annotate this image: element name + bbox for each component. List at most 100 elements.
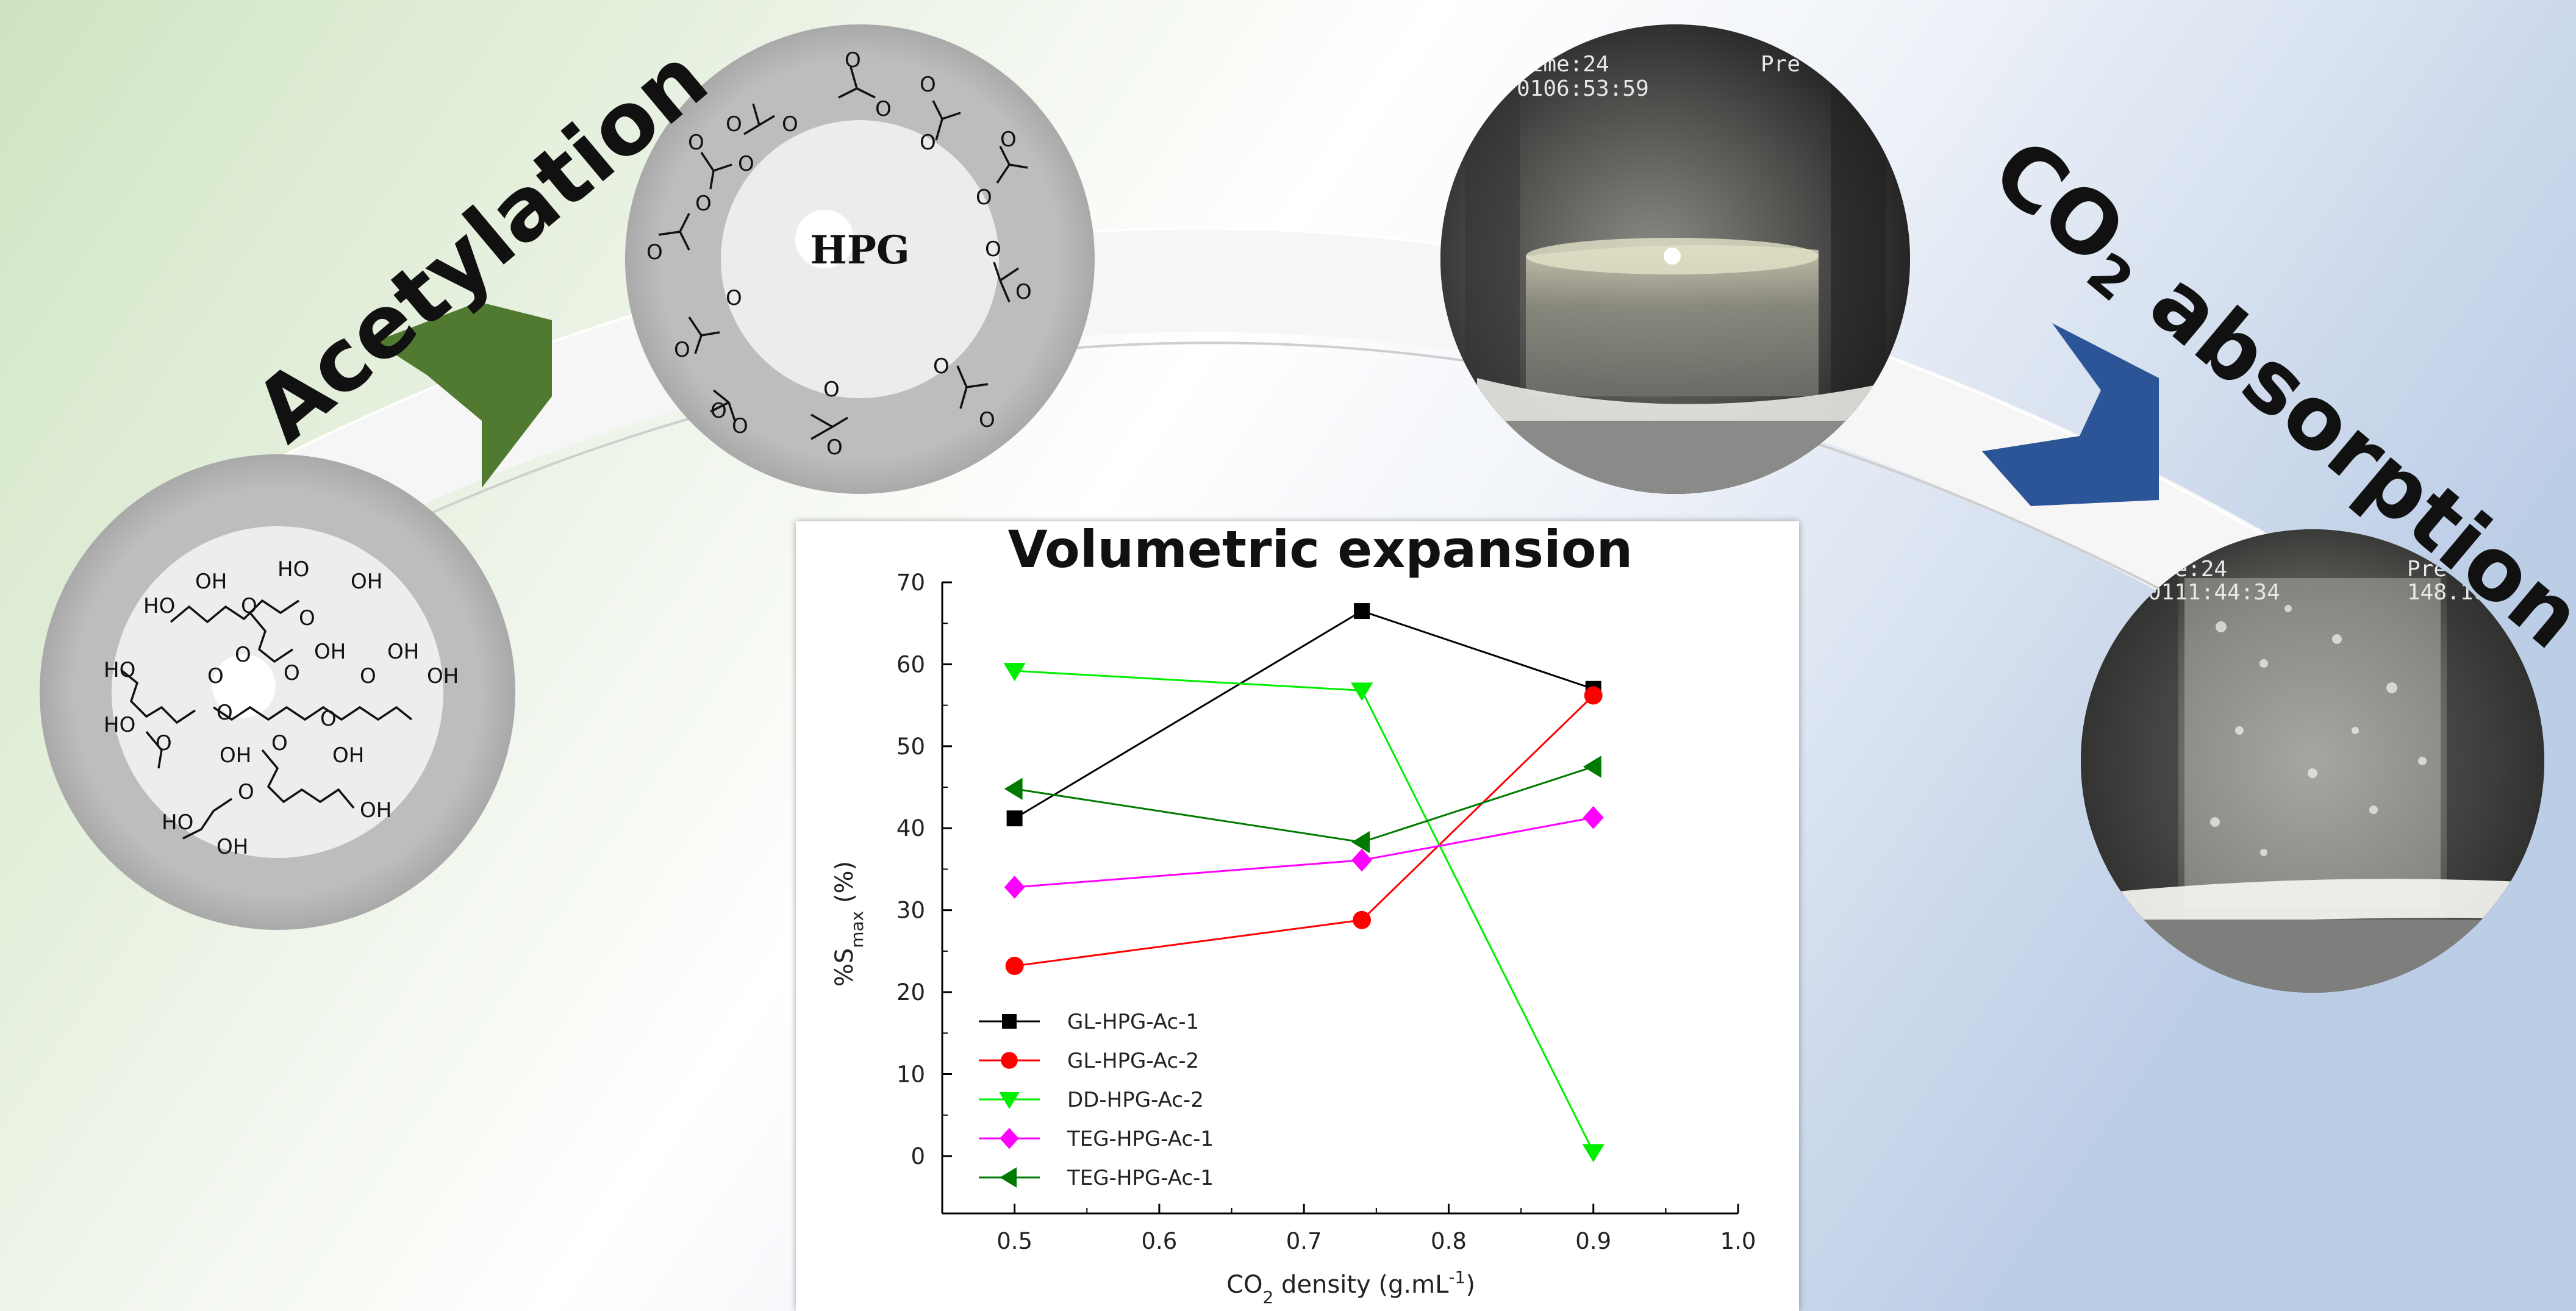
svg-text:O: O [979, 408, 995, 432]
svg-text:O: O [933, 354, 950, 379]
svg-text:HO: HO [143, 594, 175, 618]
svg-text:O: O [710, 399, 727, 423]
y-tick-label: 50 [896, 734, 925, 760]
svg-text:O: O [845, 48, 861, 73]
svg-text:OH: OH [314, 640, 346, 664]
data-point [1004, 777, 1023, 800]
svg-text:O: O [985, 237, 1001, 262]
y-tick-label: 40 [896, 815, 925, 841]
svg-text:O: O [726, 112, 742, 137]
svg-text:O: O [782, 112, 798, 137]
y-tick-label: 60 [896, 651, 925, 677]
series-line [1014, 695, 1594, 967]
blue-arrow-icon [1982, 323, 2159, 506]
legend-label: GL-HPG-Ac-2 [1067, 1049, 1199, 1073]
series-1 [1005, 686, 1603, 976]
x-tick-label: 0.6 [1141, 1228, 1177, 1254]
svg-text:OH: OH [387, 640, 419, 664]
svg-text:O: O [235, 643, 251, 667]
svg-text:O: O [920, 130, 936, 155]
camera-top-timestamp: 0106:53:59 [1517, 76, 1649, 101]
data-point [1005, 957, 1024, 976]
hpg-label: HPG [810, 227, 909, 273]
svg-text:O: O [207, 664, 224, 688]
series-line [1014, 610, 1594, 820]
camera-view-bottom: ime:24 Pre 0111:44:34 148.1000 [2081, 529, 2544, 993]
svg-text:HO: HO [104, 713, 135, 737]
legend-marker [999, 1092, 1020, 1109]
arc-band [210, 228, 2357, 668]
green-arrow-icon [375, 302, 552, 488]
y-tick-label: 10 [896, 1061, 925, 1087]
svg-text:O: O [688, 130, 704, 155]
camera-top-pressure: Pre [1761, 52, 1801, 77]
svg-text:OH: OH [427, 664, 459, 688]
series-2 [1003, 663, 1605, 1163]
svg-text:O: O [726, 286, 742, 310]
svg-text:O: O [674, 338, 690, 362]
legend-item: GL-HPG-Ac-1 [979, 1010, 1199, 1034]
x-tick-label: 0.8 [1431, 1228, 1467, 1254]
svg-text:O: O [646, 240, 663, 265]
chart-legend: GL-HPG-Ac-1 GL-HPG-Ac-2 DD-HPG-Ac-2 TEG-HPG… [979, 1010, 1214, 1190]
legend-item: TEG-HPG-Ac-1 [979, 1166, 1214, 1190]
svg-text:O: O [299, 606, 315, 630]
svg-text:O: O [156, 731, 172, 756]
svg-text:O: O [360, 664, 376, 688]
svg-text:OH: OH [351, 570, 382, 594]
svg-text:O: O [1015, 280, 1032, 304]
legend-item: TEG-HPG-Ac-1 [979, 1127, 1214, 1151]
svg-text:OH: OH [332, 743, 364, 768]
svg-text:O: O [920, 73, 936, 97]
svg-text:HO: HO [162, 810, 193, 835]
data-point [1006, 810, 1023, 827]
legend-marker [1000, 1127, 1019, 1149]
legend-marker [1000, 1167, 1017, 1188]
camera-bottom-timestamp: 0111:44:34 [2148, 580, 2280, 605]
svg-text:OH: OH [216, 835, 248, 859]
series-3 [1004, 806, 1604, 899]
svg-text:OH: OH [360, 798, 392, 823]
x-tick-label: 0.5 [996, 1228, 1032, 1254]
legend-label: TEG-HPG-Ac-1 [1067, 1166, 1214, 1190]
series-line [1014, 766, 1594, 843]
svg-text:O: O [826, 435, 843, 460]
svg-text:O: O [875, 97, 892, 121]
x-tick-label: 0.9 [1575, 1228, 1611, 1254]
chart-panel: Volumetric expansion 0 10 20 30 40 50 60 70 0.5 0… [796, 521, 1799, 1311]
legend-marker [1001, 1052, 1018, 1069]
svg-text:O: O [271, 731, 288, 756]
data-point [1583, 806, 1604, 829]
y-tick-label: 0 [911, 1143, 925, 1170]
x-axis-label: CO2 density (g.mL-1) [1226, 1267, 1475, 1307]
camera-bottom-pressure-value: 148.1000 [2407, 580, 2513, 605]
svg-text:O: O [695, 191, 712, 216]
x-tick-label: 0.7 [1286, 1228, 1322, 1254]
camera-view-top: Time:24 Pre 0106:53:59 [1440, 24, 1910, 494]
legend-item: GL-HPG-Ac-2 [979, 1049, 1199, 1073]
series-4 [1004, 756, 1601, 854]
data-point [1351, 848, 1372, 872]
legend-item: DD-HPG-Ac-2 [979, 1088, 1204, 1112]
data-point [1350, 682, 1373, 701]
camera-top-time: Time:24 [1517, 52, 1609, 77]
y-tick-label: 20 [896, 979, 925, 1006]
chart-series [1003, 603, 1605, 1163]
data-point [1583, 756, 1601, 778]
x-tick-label: 1.0 [1720, 1228, 1756, 1254]
camera-bottom-time: ime:24 [2148, 557, 2228, 582]
svg-text:HO: HO [104, 658, 135, 682]
series-line [1014, 816, 1594, 888]
svg-text:O: O [732, 414, 748, 438]
legend-label: DD-HPG-Ac-2 [1067, 1088, 1204, 1112]
data-point [1584, 686, 1603, 705]
data-point [1003, 663, 1026, 682]
svg-text:O: O [238, 780, 254, 804]
y-tick-label: 70 [896, 570, 925, 596]
svg-text:OH: OH [195, 570, 227, 594]
svg-text:O: O [320, 707, 337, 731]
data-point [1353, 910, 1372, 929]
